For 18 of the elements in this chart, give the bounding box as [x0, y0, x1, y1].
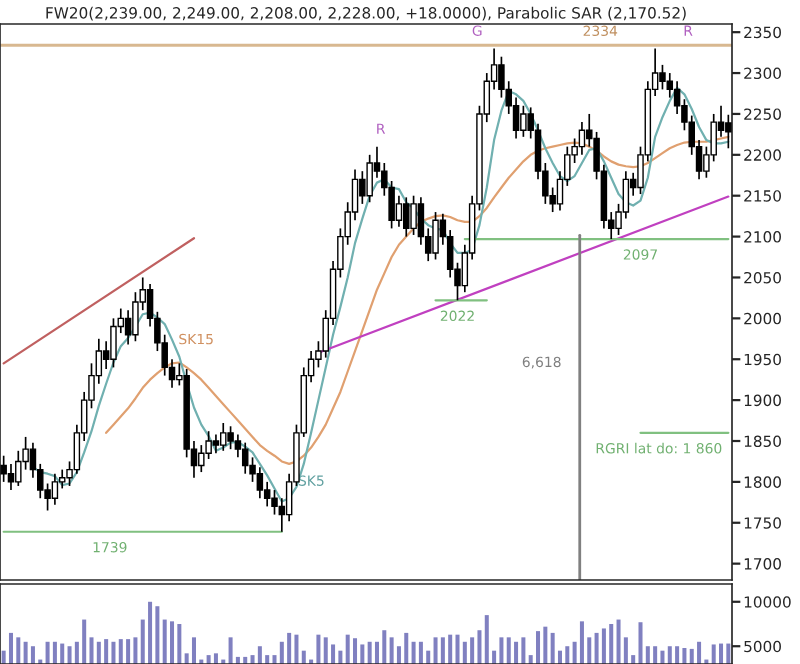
candlestick [432, 211, 439, 261]
candlestick [0, 454, 7, 483]
candlestick [725, 113, 732, 150]
candlestick [241, 441, 249, 475]
candlestick [659, 64, 666, 91]
candlestick [220, 422, 227, 452]
candlestick [366, 153, 373, 204]
candlestick [395, 194, 403, 228]
candlestick [212, 433, 220, 455]
candlestick [256, 466, 264, 500]
candlestick [359, 170, 366, 205]
candlestick [520, 104, 527, 138]
candlestick [403, 196, 410, 238]
candlestick [227, 425, 234, 451]
candlestick [51, 472, 59, 506]
candlestick [410, 194, 417, 236]
candlestick [7, 463, 15, 491]
candlestick [110, 317, 117, 369]
